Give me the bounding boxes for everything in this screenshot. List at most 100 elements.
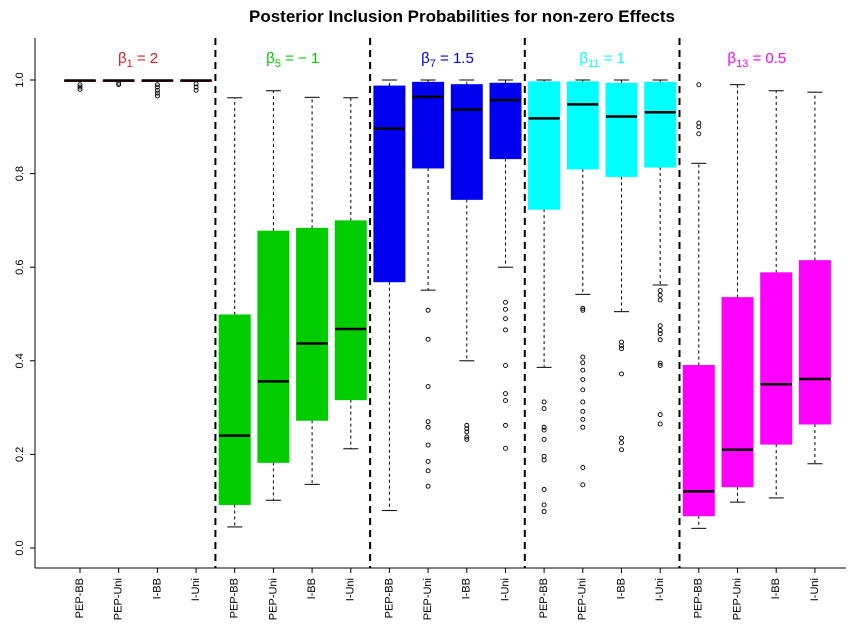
outlier-point: [425, 424, 431, 430]
outlier-point: [580, 360, 586, 366]
group-label: β5 = − 1: [266, 50, 319, 70]
y-tick-label: 0.6: [14, 260, 26, 275]
group-label: β11 = 1: [579, 50, 625, 70]
x-tick-label: I-BB: [770, 578, 782, 599]
x-tick-label: I-Uni: [499, 578, 511, 601]
outlier-point: [657, 363, 663, 368]
outlier-point: [193, 84, 199, 90]
outlier-point: [580, 305, 586, 311]
y-tick-label: 0.2: [14, 447, 26, 462]
group-label: β1 = 2: [118, 50, 158, 70]
outlier-point: [425, 307, 431, 313]
x-tick-label: I-BB: [461, 578, 473, 599]
box: [721, 297, 754, 488]
outlier-point: [619, 440, 624, 446]
outlier-point: [619, 435, 624, 441]
outlier-point: [580, 399, 586, 405]
outlier-point: [425, 468, 431, 474]
group-label: β13 = 0.5: [727, 50, 786, 70]
y-tick-label: 1.0: [14, 72, 26, 87]
outlier-point: [503, 422, 508, 428]
outlier-point: [154, 93, 160, 99]
x-tick-label: PEP-Uni: [731, 578, 743, 620]
box: [760, 272, 793, 445]
group-label: β7 = 1.5: [421, 50, 474, 70]
plot-area: 0.0 0.2 0.4 0.6 0.8 1.0 β1 = 2 PEP-BB PEP-Uni I-B…: [14, 38, 846, 620]
x-tick-label: PEP-BB: [383, 578, 395, 618]
box: [296, 227, 329, 421]
outlier-point: [116, 82, 122, 88]
x-tick-label: PEP-BB: [693, 578, 705, 618]
y-tick-label: 0.8: [14, 166, 26, 181]
outlier-point: [154, 82, 160, 88]
outlier-point: [619, 346, 624, 352]
outlier-point: [464, 429, 470, 435]
outlier-point: [193, 81, 199, 87]
outlier-point: [580, 387, 586, 393]
outlier-point: [154, 84, 160, 90]
outlier-point: [580, 416, 586, 422]
outlier-point: [657, 421, 663, 427]
box: [373, 85, 406, 283]
outlier-point: [77, 82, 83, 88]
outlier-point: [657, 292, 663, 298]
x-tick-label: I-Uni: [190, 578, 202, 601]
outlier-point: [580, 465, 586, 470]
x-tick-label: I-BB: [615, 578, 627, 599]
outlier-point: [503, 363, 508, 368]
outlier-point: [657, 288, 663, 294]
outlier-point: [696, 82, 702, 88]
x-tick-label: PEP-Uni: [422, 578, 434, 620]
box: [528, 81, 561, 210]
x-tick-label: I-Uni: [345, 578, 357, 601]
outlier-point: [657, 360, 663, 366]
outlier-point: [619, 447, 624, 453]
outlier-point: [657, 331, 663, 337]
outlier-point: [580, 408, 586, 414]
x-tick-label: PEP-BB: [538, 578, 550, 618]
outlier-point: [541, 457, 547, 463]
chart-title: Posterior Inclusion Probabilities for no…: [249, 7, 675, 26]
x-tick-label: I-Uni: [654, 578, 666, 601]
x-tick-label: I-BB: [151, 578, 163, 599]
outlier-point: [425, 483, 431, 489]
outlier-point: [580, 377, 586, 382]
box: [334, 220, 367, 401]
outlier-point: [503, 398, 508, 404]
outlier-point: [193, 87, 199, 93]
x-tick-label: PEP-Uni: [113, 578, 125, 620]
outlier-point: [77, 86, 83, 92]
outlier-point: [580, 424, 586, 430]
outlier-point: [657, 337, 663, 343]
outlier-point: [425, 442, 431, 448]
outlier-point: [425, 384, 431, 389]
outlier-point: [541, 427, 547, 433]
outlier-point: [541, 424, 547, 430]
x-tick-label: PEP-Uni: [577, 578, 589, 620]
outlier-point: [541, 502, 547, 508]
outlier-point: [580, 482, 586, 488]
outlier-point: [657, 327, 663, 333]
outlier-point: [619, 371, 624, 377]
outlier-point: [503, 306, 508, 312]
outlier-point: [503, 327, 508, 333]
box: [412, 81, 445, 169]
x-tick-label: PEP-Uni: [267, 578, 279, 620]
x-tick-label: I-Uni: [809, 578, 821, 601]
box: [682, 364, 715, 517]
outlier-point: [503, 445, 508, 451]
outlier-point: [503, 391, 508, 397]
outlier-point: [541, 406, 547, 411]
outlier-point: [464, 436, 470, 442]
outlier-point: [619, 343, 624, 349]
outlier-point: [77, 84, 83, 90]
outlier-point: [154, 90, 160, 96]
outlier-point: [580, 354, 586, 360]
outlier-point: [657, 323, 663, 329]
box: [566, 81, 599, 170]
box: [218, 314, 251, 505]
outlier-point: [154, 87, 160, 93]
outlier-point: [464, 434, 470, 440]
outlier-point: [696, 131, 702, 137]
